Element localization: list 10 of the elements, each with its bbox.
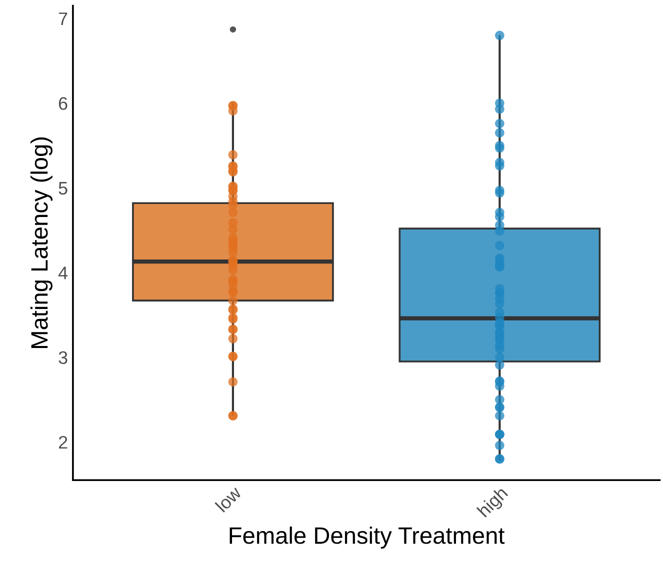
x-axis-title: Female Density Treatment xyxy=(230,526,505,549)
x-tick-label: low xyxy=(214,484,242,513)
y-tick-label: 2 xyxy=(58,436,68,449)
x-tick-label: high xyxy=(476,486,511,520)
y-axis-title: Mating Latency (log) xyxy=(30,137,52,348)
y-tick-label: 7 xyxy=(58,12,68,25)
y-tick-label: 6 xyxy=(58,97,68,110)
y-tick-label: 5 xyxy=(58,182,68,195)
y-tick-label: 4 xyxy=(58,266,68,280)
y-tick-label: 3 xyxy=(58,351,68,364)
